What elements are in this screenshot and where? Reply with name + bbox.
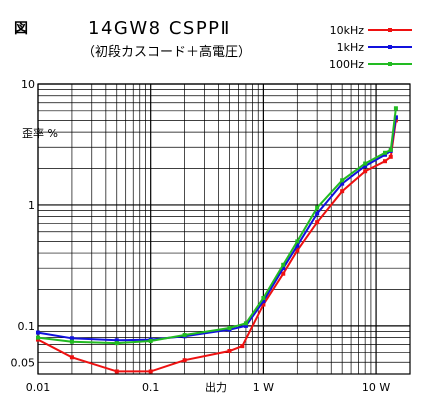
y-axis-label: 歪率 % [22, 126, 58, 140]
data-point [240, 344, 245, 349]
x-tick-label: 10 W [362, 381, 390, 394]
data-point [340, 189, 345, 194]
data-point [340, 181, 345, 186]
data-point [295, 239, 300, 244]
data-point [114, 369, 119, 374]
series-10khz [36, 118, 398, 374]
data-point [261, 296, 266, 301]
data-point [382, 150, 387, 155]
data-point [36, 335, 40, 340]
data-point [393, 106, 398, 111]
series-100hz [36, 106, 398, 346]
data-point [182, 358, 187, 363]
data-point [281, 262, 286, 267]
y-tick-label: 0.1 [18, 320, 36, 333]
series-line [37, 108, 397, 345]
data-point [363, 161, 368, 166]
data-point [261, 302, 266, 307]
legend-marker [388, 28, 392, 32]
x-tick-label: 0.01 [26, 381, 51, 394]
data-point [114, 338, 119, 343]
data-point [281, 271, 286, 276]
plot-frame [37, 83, 411, 375]
data-point [114, 341, 119, 346]
legend-marker [388, 62, 392, 66]
figure-label: 図 [14, 21, 28, 37]
data-point [69, 355, 74, 360]
data-point [227, 348, 232, 353]
chart-title: 14GW8 CSPPⅡ [88, 18, 231, 39]
data-point [315, 211, 320, 216]
legend-label: 10kHz [330, 24, 365, 37]
data-point [363, 169, 368, 174]
y-tick-label: 0.05 [11, 356, 36, 369]
data-point [148, 338, 153, 343]
series-line [37, 120, 397, 373]
x-tick-label: 1 W [253, 381, 274, 394]
data-point [295, 243, 300, 248]
data-point [388, 154, 393, 159]
legend-label: 100Hz [329, 58, 364, 71]
data-point [243, 323, 248, 328]
y-tick-label: 10 [21, 78, 35, 91]
data-point [182, 333, 187, 338]
axis-labels: 歪率 % 出力 [22, 126, 227, 394]
data-point [295, 248, 300, 253]
data-point [281, 266, 286, 271]
y-tick-label: 1 [28, 199, 35, 212]
data-point [388, 147, 393, 152]
data-point [382, 159, 387, 164]
series-1khz [36, 115, 398, 343]
tick-labels: 0.01 0.1 1 W 10 W 10 1 0.1 0.05 [11, 78, 391, 394]
data-point [315, 205, 320, 210]
chart-header: 図 14GW8 CSPPⅡ （初段カスコード＋高電圧） [14, 18, 251, 60]
data-point [243, 321, 248, 326]
data-point [340, 178, 345, 183]
data-point [227, 326, 232, 331]
data-point [363, 163, 368, 168]
x-axis-label: 出力 [205, 380, 227, 394]
data-point [261, 299, 266, 304]
chart-subtitle: （初段カスコード＋高電圧） [82, 44, 251, 60]
x-tick-label: 0.1 [142, 381, 160, 394]
data-point [36, 330, 40, 335]
chart-legend: 10kHz 1kHz 100Hz [329, 24, 412, 71]
data-series [36, 106, 398, 374]
data-point [315, 220, 320, 225]
data-point [36, 337, 40, 342]
data-point [148, 369, 153, 374]
legend-marker [388, 45, 392, 49]
data-point [393, 115, 398, 120]
data-point [69, 339, 74, 344]
legend-label: 1kHz [337, 41, 365, 54]
series-line [37, 117, 397, 342]
chart-grid [37, 83, 411, 375]
data-point [69, 336, 74, 341]
